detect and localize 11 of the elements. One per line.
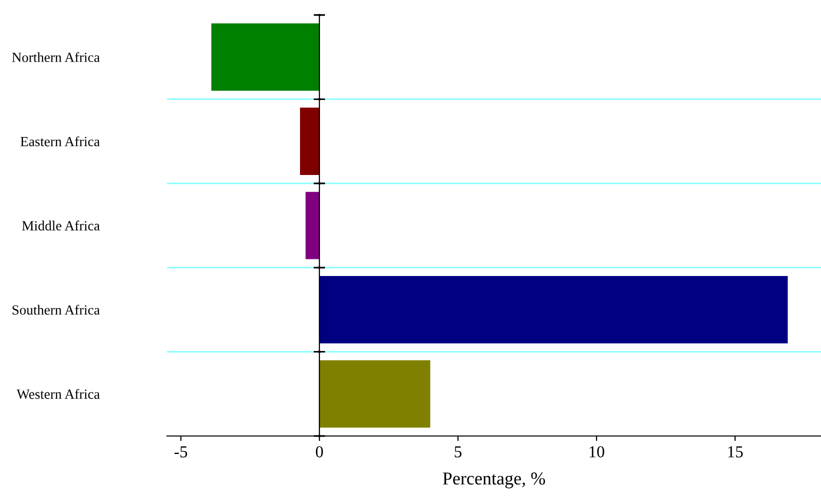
x-tick-label: -5 bbox=[174, 446, 188, 458]
x-tick-label: 10 bbox=[590, 446, 604, 458]
x-axis-title: Percentage, % bbox=[442, 472, 546, 488]
y-tick-label: Eastern Africa bbox=[20, 136, 100, 146]
y-tick-label: Southern Africa bbox=[12, 304, 100, 315]
x-tick-label: 5 bbox=[454, 446, 462, 458]
x-tick-label: 15 bbox=[728, 446, 743, 458]
y-tick-label: Middle Africa bbox=[22, 220, 100, 230]
x-tick-label: 0 bbox=[316, 446, 323, 458]
y-tick-label: Western Africa bbox=[16, 388, 100, 399]
y-tick-label: Northern Africa bbox=[12, 52, 100, 62]
